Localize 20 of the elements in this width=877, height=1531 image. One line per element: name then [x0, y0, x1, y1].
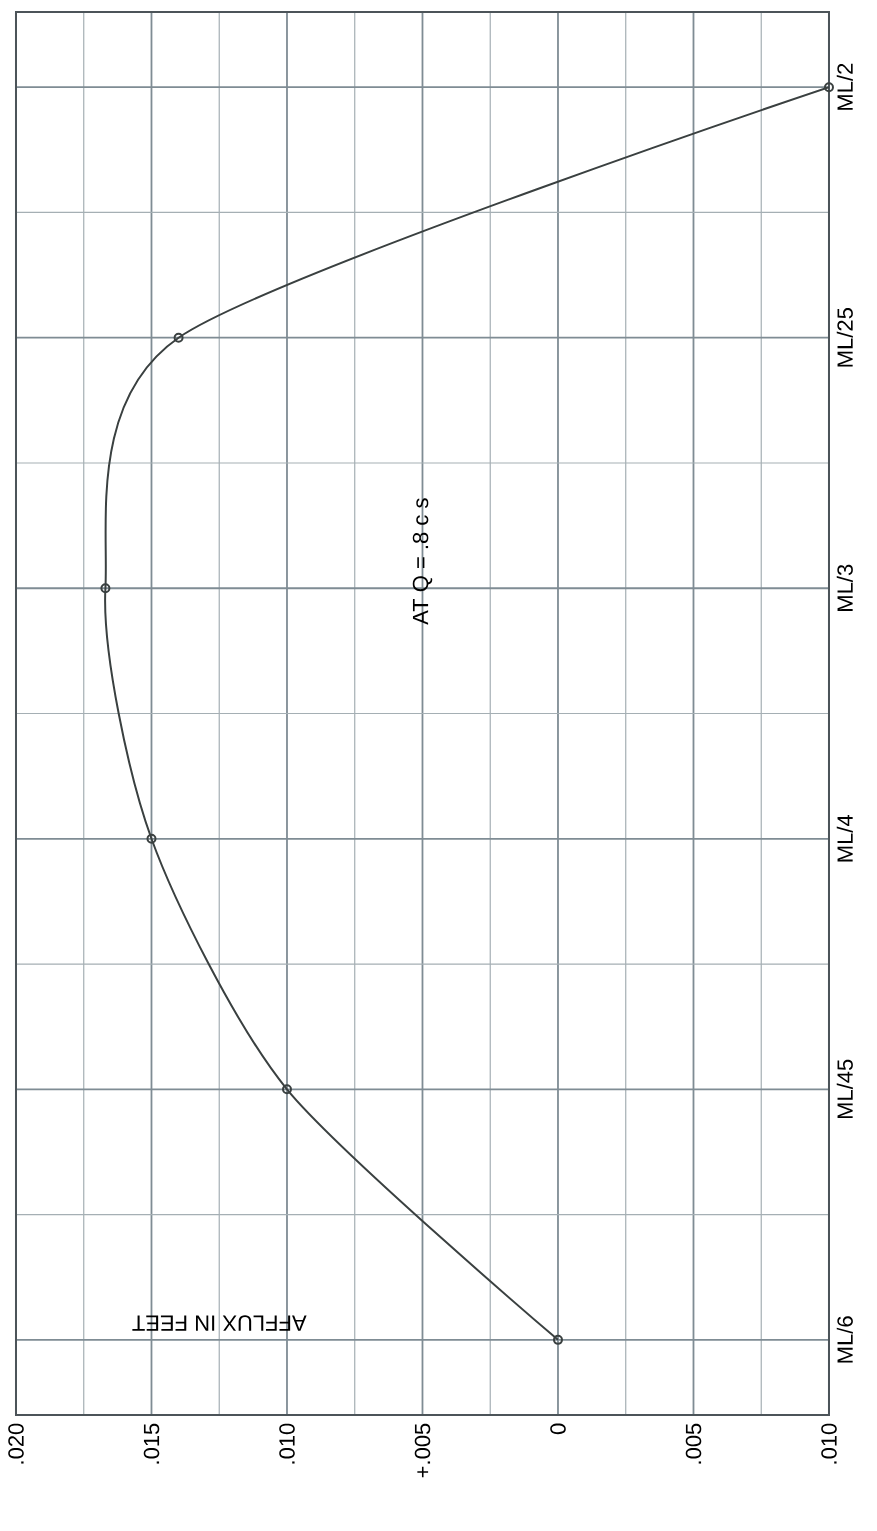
y-tick-label: ML/2: [836, 63, 853, 110]
x-axis-title: AFFLUX IN FEET: [132, 1315, 307, 1331]
text: AT Q = .8 c s: [412, 498, 433, 625]
y-tick-label: ML/6: [836, 1316, 853, 1363]
x-tick-label: .015: [143, 1423, 160, 1464]
x-tick-label: .010: [279, 1423, 295, 1464]
y-tick-label: ML/3: [836, 564, 853, 611]
y-tick-label: ML/4: [836, 814, 853, 862]
x-tick-label: +.005: [414, 1423, 431, 1478]
point: [552, 1334, 563, 1345]
y-tick-label: ML/25: [836, 308, 853, 367]
x-tick-label: .020: [8, 1423, 24, 1464]
y-tick-label: ML/45: [836, 1059, 853, 1119]
x-tick-label: .010: [821, 1423, 837, 1464]
point: [281, 1084, 292, 1095]
x-tick-label: .005: [685, 1423, 702, 1464]
point: [100, 583, 111, 594]
point: [173, 332, 184, 343]
point: [146, 833, 157, 844]
x-tick-label: 0: [550, 1423, 566, 1435]
